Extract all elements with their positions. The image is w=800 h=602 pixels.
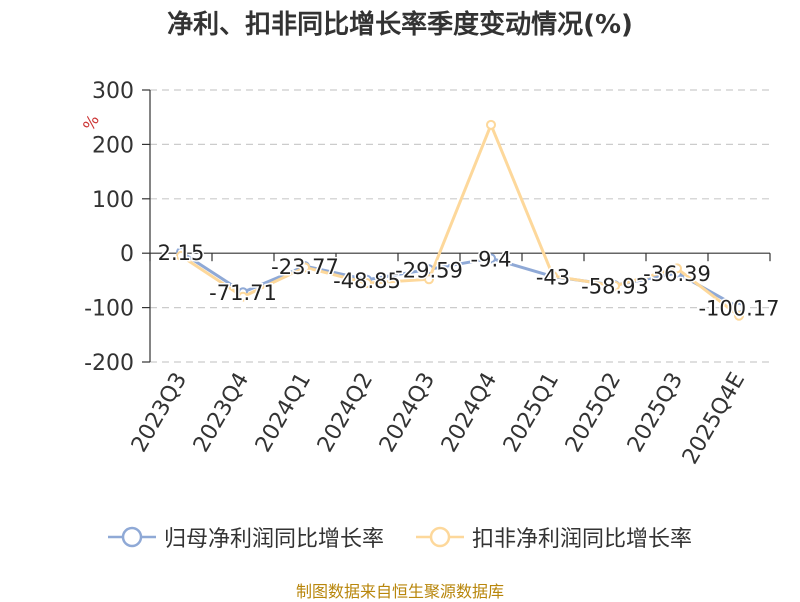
data-label: 2.15	[158, 241, 205, 265]
data-label: -36.39	[643, 262, 711, 286]
x-tick-label: 2023Q3	[127, 369, 192, 457]
series-2-point	[486, 119, 496, 130]
data-label: -100.17	[698, 297, 779, 321]
x-tick-label: 2025Q4E	[678, 369, 750, 469]
series-line-2	[180, 123, 740, 317]
series-1-point	[486, 253, 496, 264]
series-line-1	[180, 250, 740, 310]
y-tick-label: 0	[120, 242, 134, 267]
series-2-point	[362, 278, 372, 289]
y-tick-label: -100	[84, 297, 134, 322]
y-axis-unit-label: %	[79, 111, 103, 134]
series-2-point	[238, 291, 248, 302]
legend-swatch-series1-icon	[107, 526, 156, 548]
x-tick-label: 2023Q4	[189, 369, 254, 457]
legend-label-series2: 扣非净利润同比增长率	[472, 527, 693, 552]
x-tick-label: 2024Q3	[375, 369, 440, 457]
series-2-point	[734, 310, 744, 321]
x-tick-label: 2025Q3	[623, 369, 688, 457]
x-tick-label: 2024Q4	[437, 369, 502, 457]
x-tick-label: 2025Q1	[499, 369, 564, 457]
y-tick-label: 200	[92, 133, 134, 158]
data-label: -43	[536, 266, 570, 290]
legend-item-series2[interactable]: 扣非净利润同比增长率	[416, 521, 692, 553]
data-label: -58.93	[581, 274, 649, 298]
x-tick-label: 2024Q2	[313, 369, 378, 457]
data-label: -9.4	[471, 247, 512, 271]
series-2-point	[672, 263, 682, 274]
series-2-point	[548, 271, 558, 282]
legend-swatch-series2-icon	[416, 526, 464, 548]
series-2-point	[610, 280, 620, 291]
series-2-point	[176, 250, 186, 261]
x-tick-label: 2024Q1	[251, 369, 316, 457]
series-2-point	[300, 262, 310, 273]
source-note: 制图数据来自恒生聚源数据库	[295, 582, 504, 601]
data-label: -48.85	[333, 269, 401, 293]
legend-label-series1: 归母净利润同比增长率	[163, 527, 384, 552]
y-tick-label: -200	[84, 351, 134, 376]
series-lines	[176, 119, 744, 321]
y-tick-label: 100	[92, 188, 134, 213]
data-labels: 2.15-71.71-23.77-48.85-29.59 -9.4 -43 -58.9…	[156, 240, 781, 323]
legend-item-series1[interactable]: 归母净利润同比增长率	[107, 521, 384, 553]
grid-lines	[150, 89, 770, 363]
x-tick-label: 2025Q2	[561, 369, 626, 457]
series-2-point	[424, 274, 434, 285]
legend: 归母净利润同比增长率 扣非净利润同比增长率	[0, 520, 800, 554]
data-label: -23.77	[271, 255, 339, 279]
y-tick-label: 300	[92, 79, 134, 104]
data-label: -71.71	[209, 281, 277, 305]
data-label: -29.59	[395, 258, 463, 282]
chart-title: 净利、扣非同比增长率季度变动情况(%)	[167, 10, 633, 40]
